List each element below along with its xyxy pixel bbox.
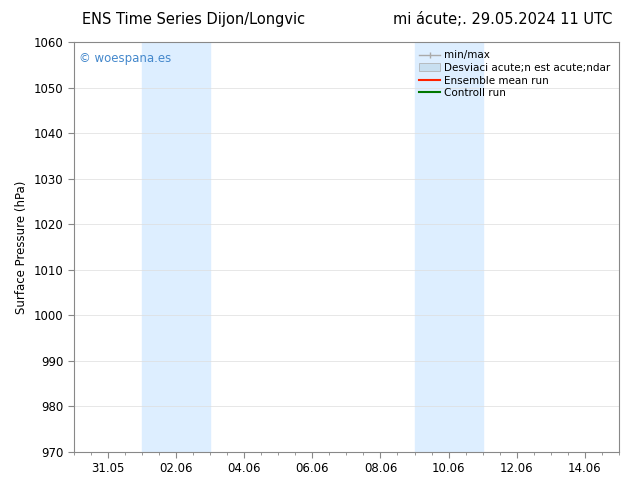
Text: ENS Time Series Dijon/Longvic: ENS Time Series Dijon/Longvic [82,12,306,27]
Y-axis label: Surface Pressure (hPa): Surface Pressure (hPa) [15,180,28,314]
Bar [415,42,482,452]
Text: mi ácute;. 29.05.2024 11 UTC: mi ácute;. 29.05.2024 11 UTC [393,12,612,27]
Legend: min/max, Desviaci acute;n est acute;ndar, Ensemble mean run, Controll run: min/max, Desviaci acute;n est acute;ndar… [417,47,614,101]
Text: © woespana.es: © woespana.es [79,52,171,65]
Bar [142,42,210,452]
